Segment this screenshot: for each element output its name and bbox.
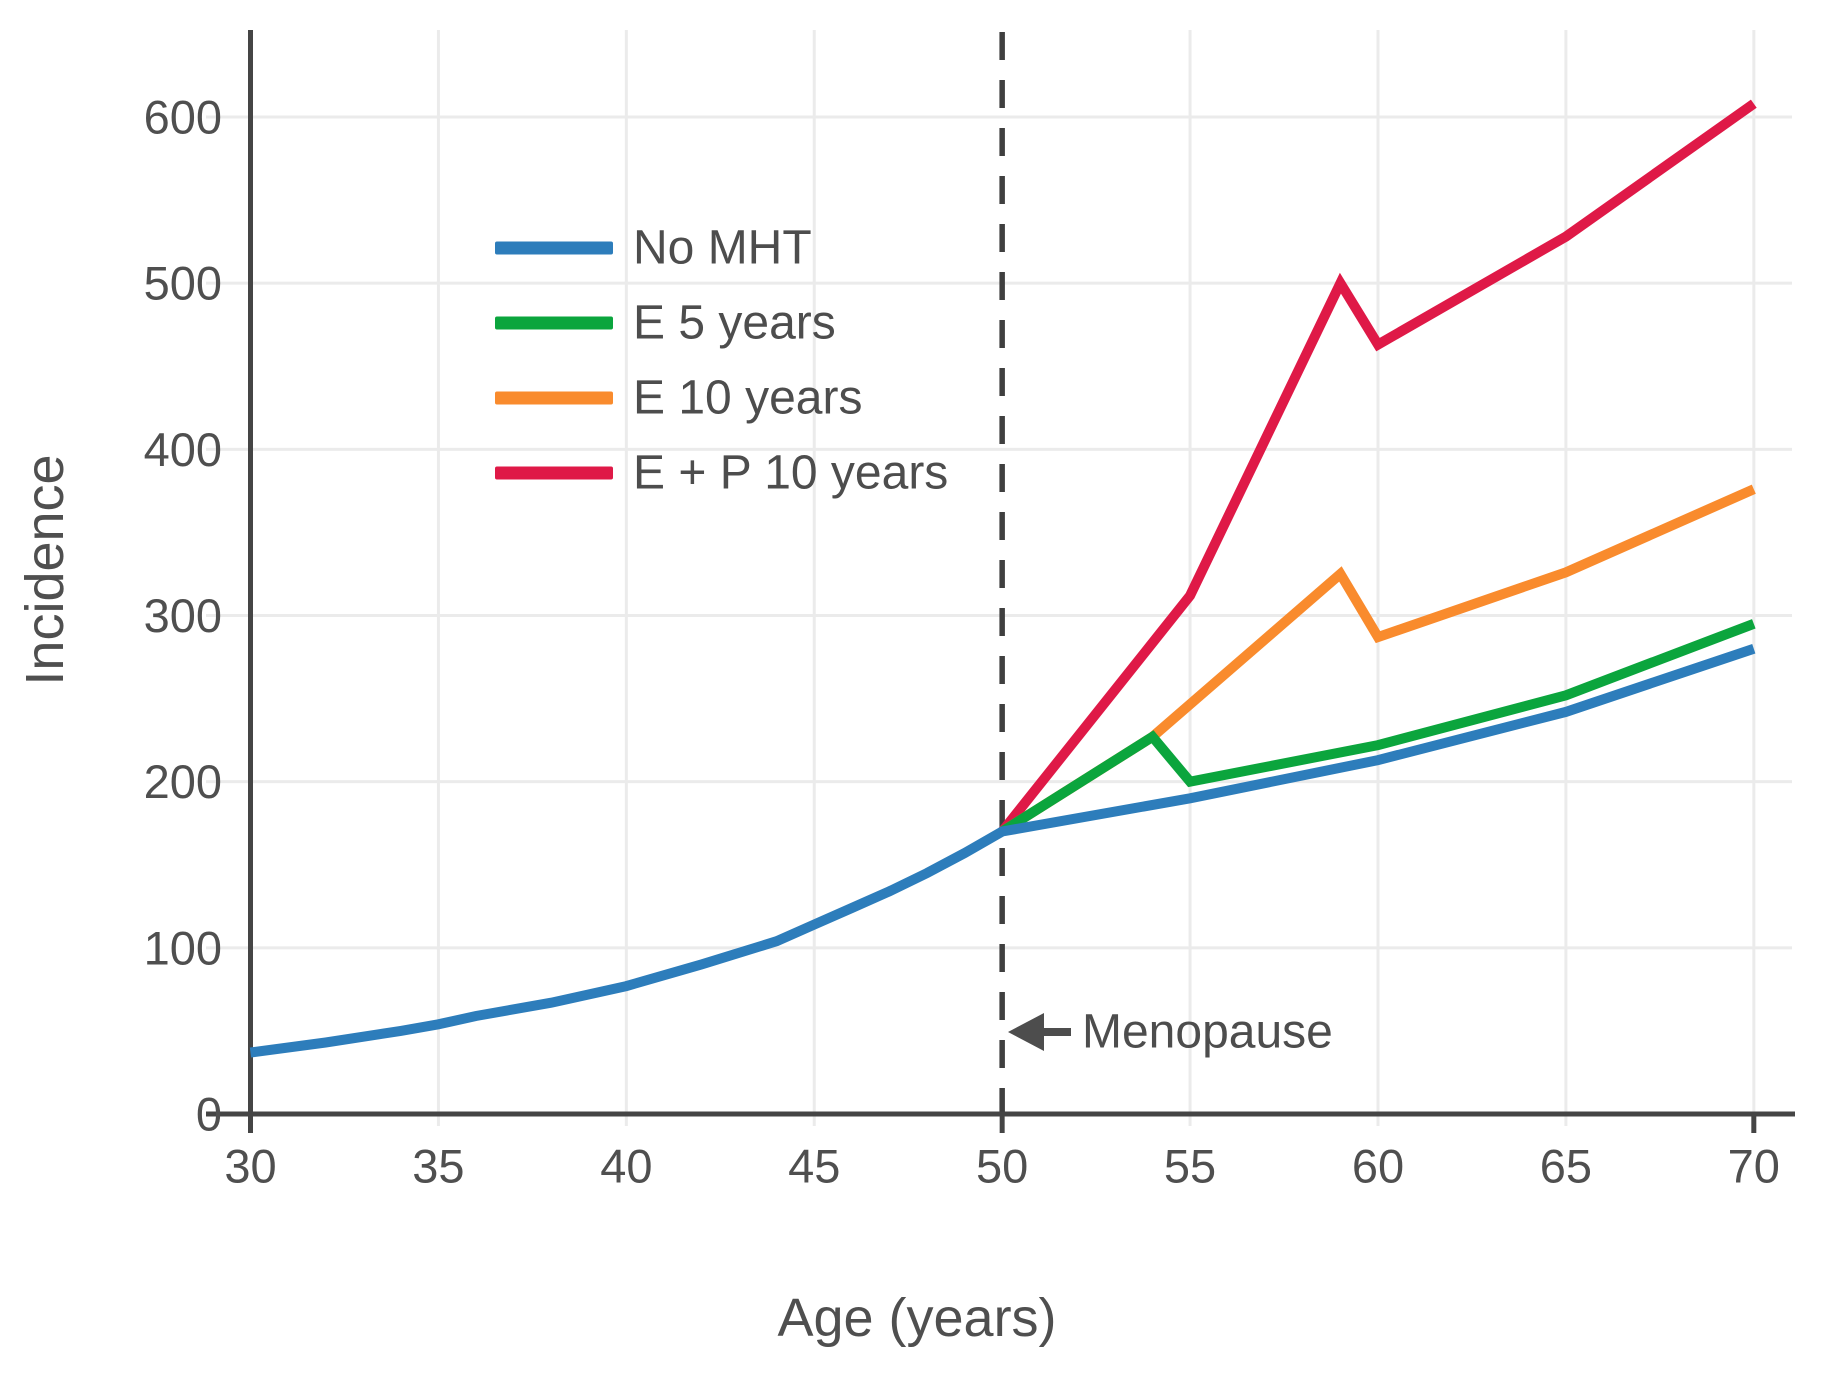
series-line-e-p-10-years xyxy=(998,99,1757,835)
menopause-annotation: Menopause xyxy=(1008,1006,1333,1059)
x-tick-label-60: 60 xyxy=(1352,1140,1404,1193)
menopause-annotation-text: Menopause xyxy=(1082,1006,1333,1059)
x-tick-label-65: 65 xyxy=(1540,1140,1592,1193)
x-tick-label-55: 55 xyxy=(1164,1140,1216,1193)
legend-swatch-e-5-years xyxy=(495,316,613,330)
legend-swatch-e-p-10-years xyxy=(495,466,613,480)
legend-label-e-p-10-years: E + P 10 years xyxy=(633,447,948,500)
y-tick-label-500: 500 xyxy=(144,257,222,310)
y-axis-title: Incidence xyxy=(15,454,75,686)
legend-label-no-mht: No MHT xyxy=(633,222,812,275)
x-tick-label-70: 70 xyxy=(1728,1140,1780,1193)
x-tick-label-30: 30 xyxy=(224,1140,276,1193)
legend: No MHT E 5 years E 10 years E + P 10 years xyxy=(495,222,948,500)
x-axis-title: Age (years) xyxy=(777,1288,1057,1348)
series-line-no-mht xyxy=(249,643,1756,1058)
x-tick-label-40: 40 xyxy=(600,1140,652,1193)
legend-swatch-e-10-years xyxy=(495,391,613,405)
series-line-e-5-years xyxy=(999,619,1756,836)
y-tick-label-100: 100 xyxy=(144,921,222,974)
legend-swatch-no-mht xyxy=(495,241,613,255)
y-tick-label-300: 300 xyxy=(144,589,222,642)
y-tick-label-600: 600 xyxy=(144,90,222,143)
x-tick-label-50: 50 xyxy=(976,1140,1028,1193)
x-tick-label-35: 35 xyxy=(412,1140,464,1193)
left-arrow-icon xyxy=(1008,1013,1044,1051)
legend-label-e-5-years: E 5 years xyxy=(633,297,836,350)
y-tick-label-200: 200 xyxy=(144,755,222,808)
y-tick-label-0: 0 xyxy=(196,1088,222,1141)
x-tick-label-45: 45 xyxy=(788,1140,840,1193)
y-tick-label-400: 400 xyxy=(144,423,222,476)
arrow-shaft xyxy=(1044,1028,1071,1036)
legend-label-e-10-years: E 10 years xyxy=(633,372,862,425)
